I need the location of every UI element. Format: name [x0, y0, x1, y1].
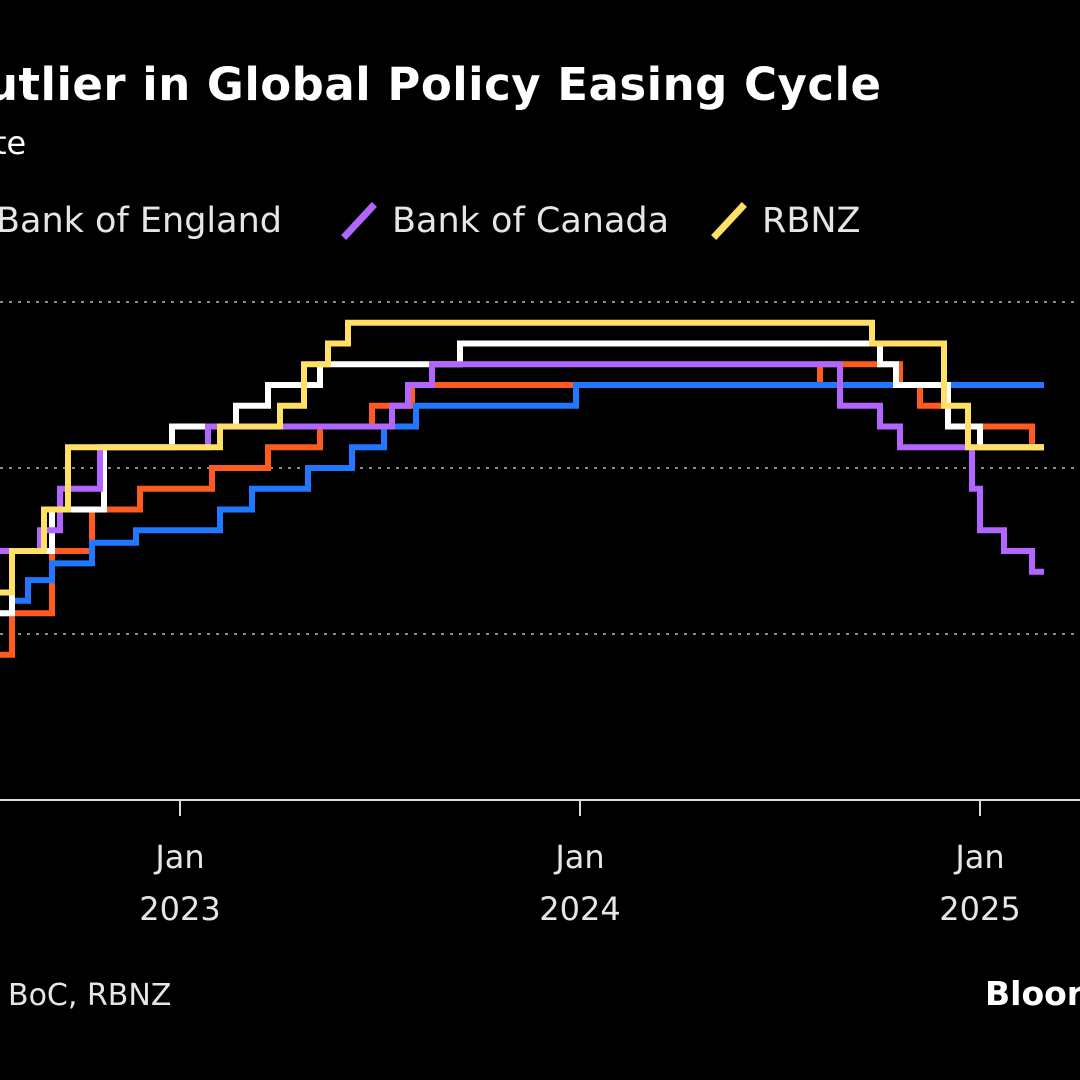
series-line-rbnz	[0, 319, 1044, 596]
legend-item-bank-of-england: Bank of England	[0, 196, 282, 246]
legend-label-bank-of-england: Bank of England	[0, 201, 282, 241]
x-tick-label-year: 2023	[139, 890, 220, 928]
chart-title: utlier in Global Policy Easing Cycle	[0, 58, 882, 111]
source-note: BoC, RBNZ	[8, 978, 172, 1013]
policy-rate-line-chart: Jan 2023 Jan 2024 Jan 2025	[0, 301, 1080, 928]
legend-label-bank-of-canada: Bank of Canada	[392, 201, 670, 241]
chart-subtitle: te	[0, 124, 27, 162]
series-line-federal-reserve	[0, 361, 1044, 658]
legend-swatch-line	[341, 202, 377, 240]
x-tick-label-month: Jan	[553, 838, 604, 876]
legend-swatch-line	[711, 202, 747, 240]
brand-logo: Bloor	[985, 974, 1080, 1013]
x-tick-label-month: Jan	[153, 838, 204, 876]
legend-swatch-rbnz	[711, 202, 747, 240]
legend-swatch-bank-of-canada	[341, 202, 377, 240]
legend-item-rbnz: RBNZ	[710, 196, 861, 246]
legend: Bank of England Bank of Canada RBNZ	[0, 196, 1080, 246]
series-line-ecb	[0, 382, 1044, 617]
legend-item-bank-of-canada: Bank of Canada	[340, 196, 669, 246]
x-tick-label-month: Jan	[953, 838, 1004, 876]
series-line-bank-of-canada	[0, 361, 1044, 575]
series-line-bank-of-england	[0, 340, 1044, 617]
x-tick-label-year: 2025	[939, 890, 1020, 928]
x-tick-label-year: 2024	[539, 890, 620, 928]
legend-label-rbnz: RBNZ	[762, 201, 861, 241]
